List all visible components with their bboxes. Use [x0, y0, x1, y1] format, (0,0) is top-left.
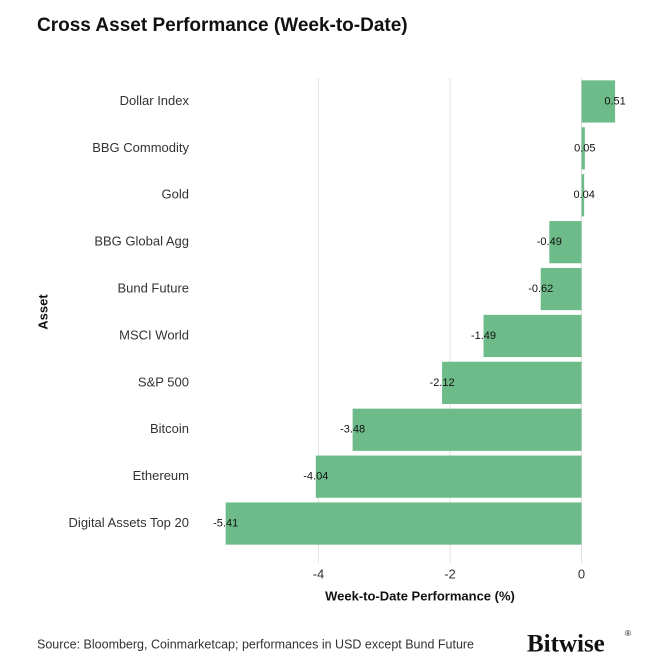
y-axis-label: Asset [35, 294, 50, 330]
bar [549, 221, 582, 264]
x-tick-label: -2 [444, 566, 456, 581]
y-tick-label: S&P 500 [138, 374, 189, 389]
data-label: -0.62 [528, 283, 553, 295]
data-label: -4.04 [303, 471, 328, 483]
data-label: 0.51 [604, 95, 625, 107]
data-label: -0.49 [537, 236, 562, 248]
bar [442, 361, 582, 404]
y-tick-label: BBG Commodity [92, 140, 189, 155]
x-tick-label: 0 [578, 566, 585, 581]
bar [581, 127, 585, 170]
bar [540, 267, 582, 311]
data-label: -3.48 [340, 424, 365, 436]
logo-mark: ® [625, 629, 631, 638]
data-label: -1.49 [471, 330, 496, 342]
bar [581, 80, 616, 123]
x-axis-label: Week-to-Date Performance (%) [325, 588, 515, 603]
bar [352, 408, 582, 451]
y-tick-label: Bitcoin [150, 421, 189, 436]
y-tick-label: Dollar Index [120, 93, 190, 108]
y-tick-label: Digital Assets Top 20 [69, 515, 189, 530]
data-label: -5.41 [213, 517, 238, 529]
bar [225, 502, 582, 545]
y-tick-label: Bund Future [117, 280, 189, 295]
chart-title: Cross Asset Performance (Week-to-Date) [37, 15, 408, 36]
data-label: 0.05 [574, 142, 595, 154]
y-tick-label: BBG Global Agg [94, 234, 189, 249]
data-label: 0.04 [573, 189, 594, 201]
logo: Bitwise [527, 631, 605, 658]
y-tick-label: MSCI World [119, 327, 189, 342]
y-tick-label: Ethereum [133, 468, 189, 483]
data-label: -2.12 [430, 377, 455, 389]
source-note: Source: Bloomberg, Coinmarketcap; perfor… [37, 637, 474, 651]
y-tick-label: Gold [162, 187, 189, 202]
bar [315, 455, 582, 498]
bar [581, 174, 585, 217]
x-tick-label: -4 [313, 566, 325, 581]
bar [483, 314, 582, 358]
